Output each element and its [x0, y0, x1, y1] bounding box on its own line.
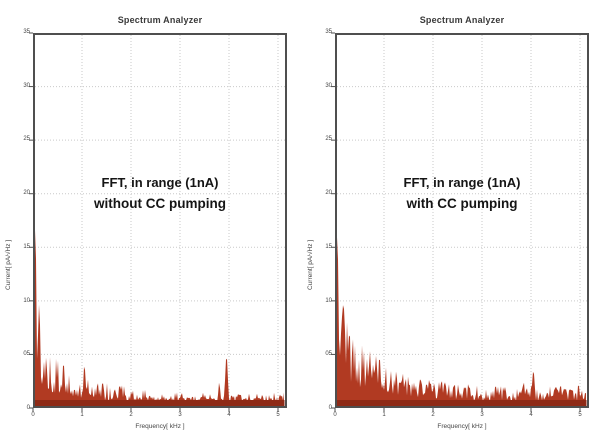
y-tick-label: 15 — [23, 243, 30, 250]
y-tick-label: 30 — [23, 82, 30, 89]
y-tick-label: 15 — [325, 243, 332, 250]
y-tick-label: 35 — [325, 29, 332, 35]
plot-title: Spectrum Analyzer — [117, 15, 203, 25]
y-tick-label: 0 — [26, 404, 30, 411]
y-tick-label: 0 — [328, 404, 332, 411]
spectrum-panel-without-pumping: Spectrum Analyzer 35 30 25 20 15 10 05 0 Curren… — [5, 15, 287, 430]
x-tick-label: 2 — [431, 412, 435, 418]
x-tick-label: 3 — [480, 412, 484, 418]
y-tick-label: 20 — [23, 190, 30, 197]
x-tick-label: 3 — [178, 412, 182, 418]
spectrum-chart — [29, 32, 287, 412]
y-axis-label: Current[ pA/√Hz ] — [307, 239, 314, 290]
y-axis-label: Current[ pA/√Hz ] — [5, 239, 12, 290]
x-tick-label: 5 — [276, 412, 280, 418]
spectrum-panel-with-pumping: Spectrum Analyzer 35 30 25 20 15 10 05 0 Curren… — [302, 0, 600, 445]
x-tick-label: 1 — [382, 412, 386, 418]
x-tick-label: 0 — [333, 412, 337, 418]
x-tick-label: 4 — [529, 412, 533, 418]
y-tick-label: 35 — [23, 29, 30, 35]
x-axis-label: Frequency[ kHz ] — [437, 423, 487, 430]
y-tick-label: 10 — [325, 297, 332, 304]
y-tick-label: 05 — [23, 351, 30, 358]
y-axis-tick-labels: 35 30 25 20 15 10 05 0 — [312, 29, 332, 412]
annotation: FFT, in range (1nA) without CC pumping — [33, 172, 287, 214]
x-axis-tick-labels: 0 1 2 3 4 5 — [331, 412, 584, 418]
y-axis-tick-labels: 35 30 25 20 15 10 05 0 — [10, 29, 30, 412]
x-tick-label: 2 — [129, 412, 133, 418]
x-axis-label: Frequency[ kHz ] — [135, 423, 185, 430]
annotation: FFT, in range (1nA) with CC pumping — [335, 172, 589, 214]
x-tick-label: 1 — [80, 412, 84, 418]
x-axis-tick-labels: 0 1 2 3 4 5 — [29, 412, 282, 418]
plot-title: Spectrum Analyzer — [419, 15, 505, 25]
y-tick-label: 25 — [325, 136, 332, 143]
x-tick-label: 5 — [578, 412, 582, 418]
y-tick-label: 25 — [23, 136, 30, 143]
y-tick-label: 10 — [23, 297, 30, 304]
annotation-line1: FFT, in range (1nA) — [403, 175, 521, 190]
y-tick-label: 05 — [325, 351, 332, 358]
annotation-line2: with CC pumping — [406, 196, 518, 211]
annotation-line1: FFT, in range (1nA) — [101, 175, 219, 190]
y-tick-label: 20 — [325, 190, 332, 197]
annotation-line2: without CC pumping — [94, 196, 226, 211]
spectrum-chart — [331, 32, 589, 412]
y-tick-label: 30 — [325, 82, 332, 89]
x-tick-label: 0 — [31, 412, 35, 418]
x-tick-label: 4 — [227, 412, 231, 418]
